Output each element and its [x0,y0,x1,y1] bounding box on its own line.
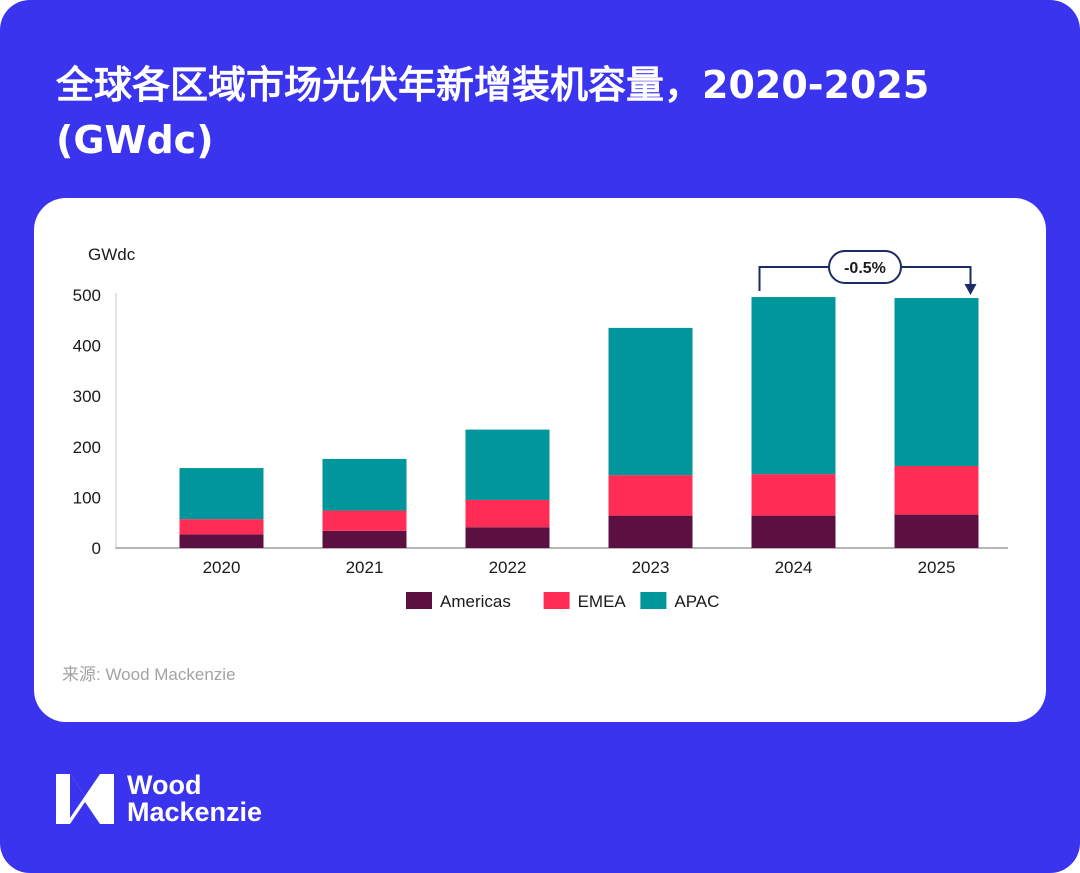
bar-emea-2024 [751,474,836,516]
y-tick-label: 0 [92,539,101,558]
page-title: 全球各区域市场光伏年新增装机容量，2020-2025 (GWdc) [56,63,930,162]
legend-label-apac: APAC [674,592,719,611]
legend-label-emea: EMEA [578,592,627,611]
x-tick-label: 2021 [346,558,384,577]
legend-swatch-americas [406,592,432,609]
annotation-arrow-icon [964,284,977,296]
legend-label-americas: Americas [440,592,511,611]
bar-emea-2020 [179,519,264,535]
bar-emea-2025 [894,466,979,515]
bar-americas-2020 [179,534,264,548]
bar-americas-2025 [894,514,979,548]
annotation-pill [828,250,902,284]
y-tick-label: 500 [73,286,101,305]
bar-apac-2025 [894,298,979,467]
bar-emea-2022 [465,499,550,528]
annotation-label: -0.5% [844,260,886,277]
bar-apac-2020 [179,468,264,520]
bar-apac-2022 [465,429,550,500]
x-tick-label: 2020 [203,558,241,577]
bar-americas-2021 [322,530,407,548]
brand-name-line2: Mackenzie [127,797,263,827]
y-tick-label: 100 [73,488,101,507]
brand-logo: Wood Mackenzie [56,772,262,826]
chart-card: GWdc 0 100 200 300 400 500 2020 2021 2022 2023 2024… [34,198,1046,722]
stacked-bar-chart: GWdc 0 100 200 300 400 500 2020 2021 2022 2023 2024… [73,245,1008,611]
y-tick-label: 400 [73,337,101,356]
brand-name: Wood Mackenzie [127,772,262,826]
bar-emea-2021 [322,510,407,531]
bar-americas-2024 [751,515,836,548]
bar-americas-2022 [465,527,550,548]
bar-americas-2023 [608,515,693,548]
bar-apac-2023 [608,327,693,476]
legend-swatch-apac [640,592,667,609]
source-note: 来源: Wood Mackenzie [62,665,236,684]
y-tick-label: 200 [73,438,101,457]
y-tick-label: 300 [73,387,101,406]
y-axis-label: GWdc [88,245,136,264]
legend-swatch-emea [543,592,570,609]
bar-apac-2024 [751,297,836,475]
x-tick-label: 2022 [489,558,527,577]
x-tick-label: 2023 [632,558,670,577]
x-tick-label: 2025 [918,558,956,577]
bar-emea-2023 [608,475,693,516]
x-tick-label: 2024 [775,558,813,577]
bar-apac-2021 [322,458,407,511]
brand-name-line1: Wood [127,770,202,800]
wood-mackenzie-logo-icon [56,774,114,824]
